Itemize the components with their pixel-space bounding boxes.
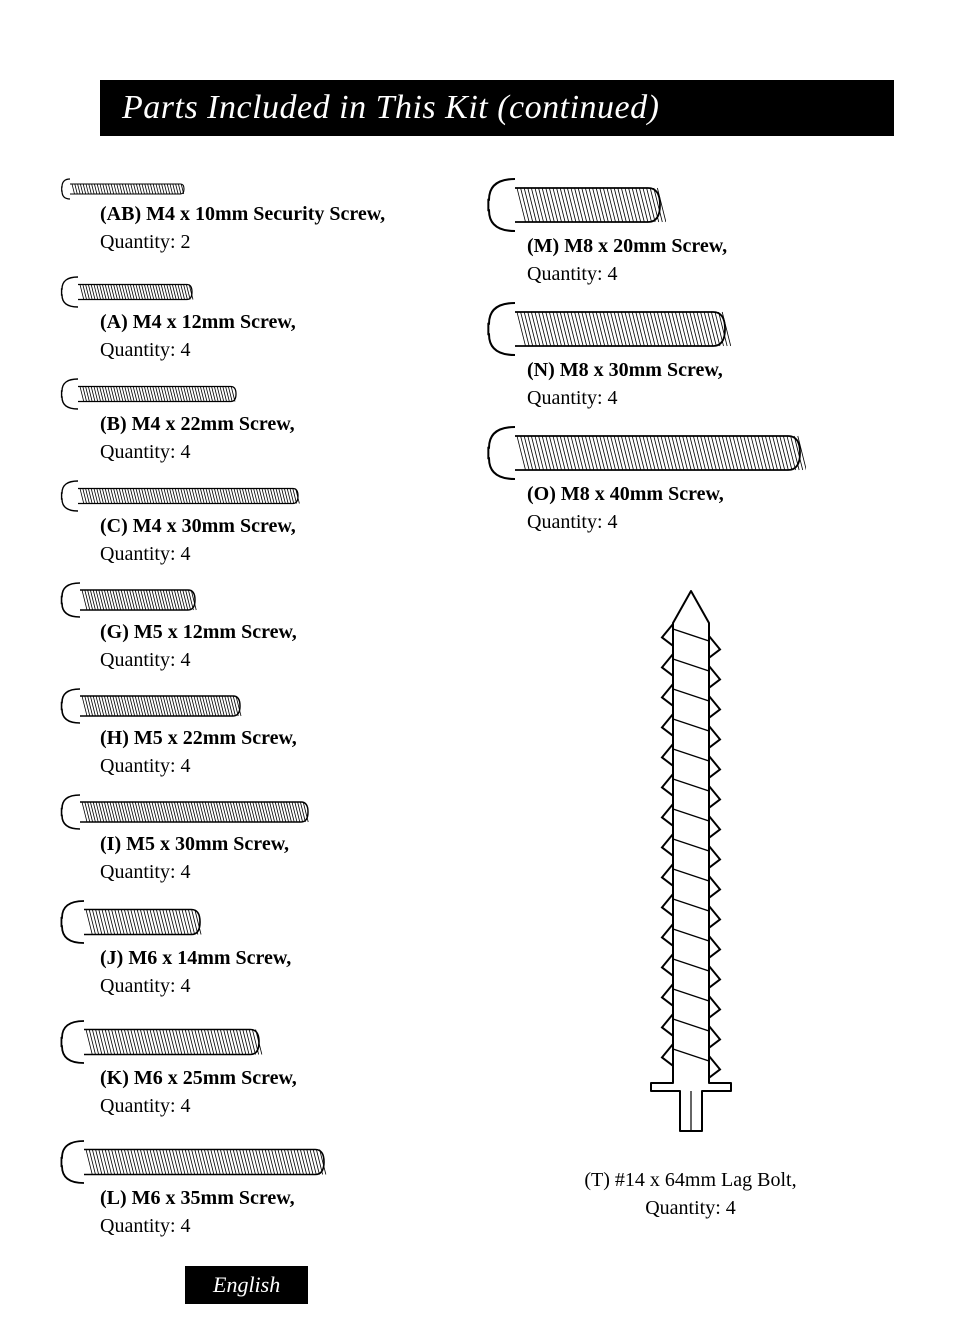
part-name: (M) M8 x 20mm Screw, [527,235,727,257]
section-title-bar: Parts Included in This Kit (continued) [100,80,894,136]
part-name: (I) M5 x 30mm Screw, [100,833,289,855]
columns: (AB) M4 x 10mm Security Screw, Quantity: … [60,176,894,1252]
screw-illustration [487,300,894,358]
part-item: (L) M6 x 35mm Screw, Quantity: 4 [60,1138,467,1240]
part-name: (G) M5 x 12mm Screw, [100,621,297,643]
part-label: (A) M4 x 12mm Screw, Quantity: 4 [100,308,467,364]
lag-bolt-name: (T) #14 x 64mm Lag Bolt, [584,1169,796,1191]
part-item: (B) M4 x 22mm Screw, Quantity: 4 [60,376,467,466]
part-name: (N) M8 x 30mm Screw, [527,359,723,381]
part-label: (M) M8 x 20mm Screw, Quantity: 4 [527,232,894,288]
part-label: (I) M5 x 30mm Screw, Quantity: 4 [100,830,467,886]
part-qty: Quantity: 4 [100,975,191,997]
part-qty: Quantity: 4 [100,755,191,777]
part-qty: Quantity: 4 [527,511,618,533]
part-label: (AB) M4 x 10mm Security Screw, Quantity: … [100,200,467,256]
part-item: (G) M5 x 12mm Screw, Quantity: 4 [60,580,467,674]
part-qty: Quantity: 4 [100,339,191,361]
screw-illustration [60,1018,467,1066]
screw-illustration [487,424,894,482]
part-item: (A) M4 x 12mm Screw, Quantity: 4 [60,274,467,364]
section-title-text: Parts Included in This Kit (continued) [122,89,659,127]
lag-bolt-block: (T) #14 x 64mm Lag Bolt, Quantity: 4 [487,548,894,1252]
part-item: (H) M5 x 22mm Screw, Quantity: 4 [60,686,467,780]
part-name: (A) M4 x 12mm Screw, [100,311,296,333]
screw-illustration [60,686,467,726]
part-label: (N) M8 x 30mm Screw, Quantity: 4 [527,356,894,412]
part-qty: Quantity: 4 [100,441,191,463]
part-name: (AB) M4 x 10mm Security Screw, [100,203,385,225]
part-qty: Quantity: 4 [100,1215,191,1237]
screw-illustration [487,176,894,234]
screw-illustration [60,792,467,832]
part-qty: Quantity: 2 [100,231,191,253]
part-label: (J) M6 x 14mm Screw, Quantity: 4 [100,944,467,1000]
part-name: (J) M6 x 14mm Screw, [100,947,291,969]
part-label: (K) M6 x 25mm Screw, Quantity: 4 [100,1064,467,1120]
part-item: (K) M6 x 25mm Screw, Quantity: 4 [60,1018,467,1120]
page: Parts Included in This Kit (continued) (… [0,0,954,1344]
screw-illustration [60,274,467,310]
lag-bolt-label: (T) #14 x 64mm Lag Bolt, Quantity: 4 [584,1166,796,1222]
part-qty: Quantity: 4 [100,1095,191,1117]
screw-illustration [60,176,467,202]
right-column: (M) M8 x 20mm Screw, Quantity: 4 (N) M8 x… [477,176,894,1252]
screw-illustration [60,580,467,620]
part-item: (N) M8 x 30mm Screw, Quantity: 4 [487,300,894,412]
part-item: (O) M8 x 40mm Screw, Quantity: 4 [487,424,894,536]
part-label: (G) M5 x 12mm Screw, Quantity: 4 [100,618,467,674]
part-qty: Quantity: 4 [527,387,618,409]
part-qty: Quantity: 4 [527,263,618,285]
part-name: (B) M4 x 22mm Screw, [100,413,295,435]
part-qty: Quantity: 4 [100,861,191,883]
part-label: (O) M8 x 40mm Screw, Quantity: 4 [527,480,894,536]
part-qty: Quantity: 4 [100,543,191,565]
part-item: (C) M4 x 30mm Screw, Quantity: 4 [60,478,467,568]
part-label: (L) M6 x 35mm Screw, Quantity: 4 [100,1184,467,1240]
footer-language-text: English [213,1272,280,1297]
part-name: (C) M4 x 30mm Screw, [100,515,296,537]
part-qty: Quantity: 4 [100,649,191,671]
part-item: (I) M5 x 30mm Screw, Quantity: 4 [60,792,467,886]
part-label: (H) M5 x 22mm Screw, Quantity: 4 [100,724,467,780]
left-column: (AB) M4 x 10mm Security Screw, Quantity: … [60,176,477,1252]
part-name: (H) M5 x 22mm Screw, [100,727,297,749]
screw-illustration [60,376,467,412]
screw-illustration [60,1138,467,1186]
screw-illustration [60,898,467,946]
footer-language-tab: English [185,1266,308,1304]
lag-bolt-qty: Quantity: 4 [645,1197,736,1219]
part-item: (J) M6 x 14mm Screw, Quantity: 4 [60,898,467,1000]
part-item: (AB) M4 x 10mm Security Screw, Quantity: … [60,176,467,256]
part-label: (C) M4 x 30mm Screw, Quantity: 4 [100,512,467,568]
part-label: (B) M4 x 22mm Screw, Quantity: 4 [100,410,467,466]
screw-illustration [60,478,467,514]
part-item: (M) M8 x 20mm Screw, Quantity: 4 [487,176,894,288]
lag-bolt-illustration [626,583,756,1148]
part-name: (K) M6 x 25mm Screw, [100,1067,297,1089]
part-name: (O) M8 x 40mm Screw, [527,483,724,505]
part-name: (L) M6 x 35mm Screw, [100,1187,295,1209]
